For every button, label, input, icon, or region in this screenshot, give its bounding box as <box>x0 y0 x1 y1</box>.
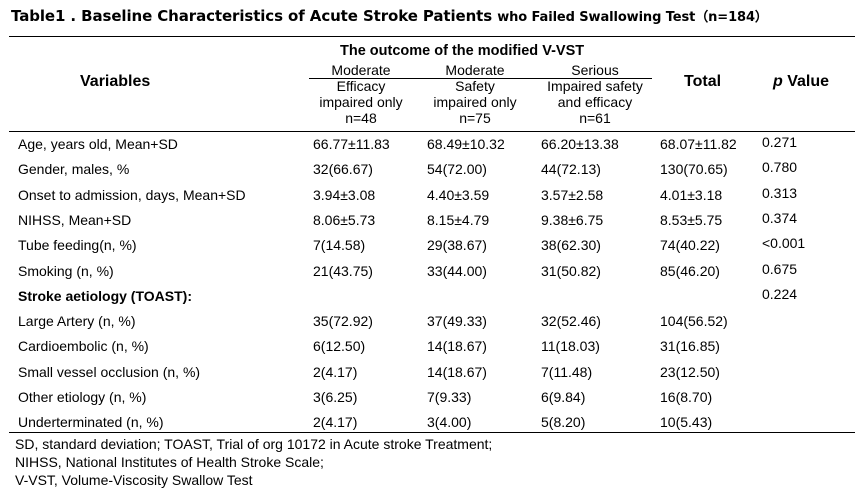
row-label: Other etiology (n, %) <box>18 389 147 405</box>
cell-total: 31(16.85) <box>660 338 720 354</box>
subgroup-1-desc1: Efficacy <box>336 78 386 94</box>
footnote-2: NIHSS, National Institutes of Health Str… <box>15 454 324 470</box>
cell-efficacy-impaired: 3.94±3.08 <box>313 187 376 203</box>
cell-safety-impaired: 4.40±3.59 <box>427 187 490 203</box>
cell-safety-impaired: 33(44.00) <box>427 263 487 279</box>
header-p-value: p Value <box>773 74 829 90</box>
subgroup-1-grade: Moderate <box>331 62 391 78</box>
header-p-italic: p <box>773 73 783 90</box>
cell-serious: 6(9.84) <box>541 389 586 405</box>
subgroup-3-n: n=61 <box>579 110 611 126</box>
cell-serious: 5(8.20) <box>541 414 586 430</box>
cell-total: 4.01±3.18 <box>660 187 723 203</box>
top-rule <box>9 36 855 37</box>
cell-serious: 32(52.46) <box>541 313 601 329</box>
row-label: Gender, males, % <box>18 161 130 177</box>
cell-serious: 7(11.48) <box>541 364 593 380</box>
cell-total: 16(8.70) <box>660 389 713 405</box>
cell-safety-impaired: 7(9.33) <box>427 389 472 405</box>
subgroup-1-header: Moderate Efficacy impaired only n=48 <box>309 62 413 126</box>
cell-efficacy-impaired: 35(72.92) <box>313 313 373 329</box>
subgroup-3-desc1: Impaired safety <box>547 78 643 94</box>
cell-total: 68.07±11.82 <box>660 136 737 152</box>
subgroup-2-n: n=75 <box>459 110 491 126</box>
header-bottom-rule <box>9 131 855 132</box>
cell-total: 130(70.65) <box>660 161 728 177</box>
cell-serious: 9.38±6.75 <box>541 212 604 228</box>
cell-efficacy-impaired: 6(12.50) <box>313 338 366 354</box>
cell-safety-impaired: 54(72.00) <box>427 161 487 177</box>
cell-p-value: 0.374 <box>762 210 798 226</box>
row-label: Underterminated (n, %) <box>18 414 164 430</box>
subgroup-2-desc2: impaired only <box>433 94 517 110</box>
cell-safety-impaired: 14(18.67) <box>427 364 487 380</box>
row-label: Age, years old, Mean+SD <box>18 136 178 152</box>
subgroup-2-header: Moderate Safety impaired only n=75 <box>423 62 527 126</box>
cell-safety-impaired: 3(4.00) <box>427 414 472 430</box>
cell-safety-impaired: 68.49±10.32 <box>427 136 505 152</box>
subgroup-1-desc2: impaired only <box>319 94 403 110</box>
table-title-suffix: who Failed Swallowing Test（n=184） <box>497 10 768 25</box>
cell-serious: 66.20±13.38 <box>541 136 619 152</box>
subgroup-3-grade: Serious <box>571 62 619 78</box>
cell-total: 104(56.52) <box>660 313 728 329</box>
cell-total: 10(5.43) <box>660 414 713 430</box>
cell-efficacy-impaired: 3(6.25) <box>313 389 358 405</box>
row-label: Onset to admission, days, Mean+SD <box>18 187 246 203</box>
cell-serious: 38(62.30) <box>541 237 601 253</box>
header-total: Total <box>684 73 722 90</box>
subgroup-3-desc2: and efficacy <box>557 94 633 110</box>
header-variables: Variables <box>80 73 151 90</box>
cell-safety-impaired: 29(38.67) <box>427 237 487 253</box>
subgroup-2-grade: Moderate <box>445 62 505 78</box>
cell-p-value: 0.271 <box>762 134 798 150</box>
cell-p-value: <0.001 <box>762 235 806 251</box>
table-title: Table1 . Baseline Characteristics of Acu… <box>11 6 768 25</box>
header-group-title: The outcome of the modified V-VST <box>340 43 585 59</box>
cell-serious: 11(18.03) <box>541 338 600 354</box>
cell-p-value: 0.675 <box>762 261 798 277</box>
cell-efficacy-impaired: 8.06±5.73 <box>313 212 376 228</box>
footnote-3: V-VST, Volume-Viscosity Swallow Test <box>15 472 253 488</box>
cell-serious: 31(50.82) <box>541 263 601 279</box>
cell-total: 74(40.22) <box>660 237 720 253</box>
cell-efficacy-impaired: 2(4.17) <box>313 364 358 380</box>
row-label: Stroke aetiology (TOAST): <box>18 288 192 304</box>
cell-safety-impaired: 37(49.33) <box>427 313 487 329</box>
row-label: Small vessel occlusion (n, %) <box>18 364 201 380</box>
subgroup-1-n: n=48 <box>345 110 377 126</box>
cell-efficacy-impaired: 66.77±11.83 <box>313 136 390 152</box>
cell-efficacy-impaired: 2(4.17) <box>313 414 358 430</box>
subgroup-2-desc1: Safety <box>455 78 495 94</box>
group-underline <box>309 78 652 79</box>
header-p-rest: Value <box>782 73 830 90</box>
cell-efficacy-impaired: 32(66.67) <box>313 161 373 177</box>
row-label: Smoking (n, %) <box>18 263 114 279</box>
cell-serious: 44(72.13) <box>541 161 601 177</box>
cell-efficacy-impaired: 7(14.58) <box>313 237 366 253</box>
cell-p-value: 0.313 <box>762 185 798 201</box>
cell-p-value: 0.780 <box>762 159 798 175</box>
row-label: Large Artery (n, %) <box>18 313 136 329</box>
subgroup-3-header: Serious Impaired safety and efficacy n=6… <box>536 62 654 126</box>
cell-serious: 3.57±2.58 <box>541 187 604 203</box>
row-label: Tube feeding(n, %) <box>18 237 137 253</box>
cell-efficacy-impaired: 21(43.75) <box>313 263 373 279</box>
cell-p-value: 0.224 <box>762 286 798 302</box>
cell-total: 85(46.20) <box>660 263 720 279</box>
cell-total: 8.53±5.75 <box>660 212 723 228</box>
row-label: Cardioembolic (n, %) <box>18 338 149 354</box>
cell-safety-impaired: 14(18.67) <box>427 338 487 354</box>
cell-safety-impaired: 8.15±4.79 <box>427 212 490 228</box>
table-title-main: Table1 . Baseline Characteristics of Acu… <box>11 7 493 25</box>
row-label: NIHSS, Mean+SD <box>18 212 132 228</box>
bottom-rule <box>9 432 855 433</box>
cell-total: 23(12.50) <box>660 364 720 380</box>
footnote-1: SD, standard deviation; TOAST, Trial of … <box>15 436 493 452</box>
